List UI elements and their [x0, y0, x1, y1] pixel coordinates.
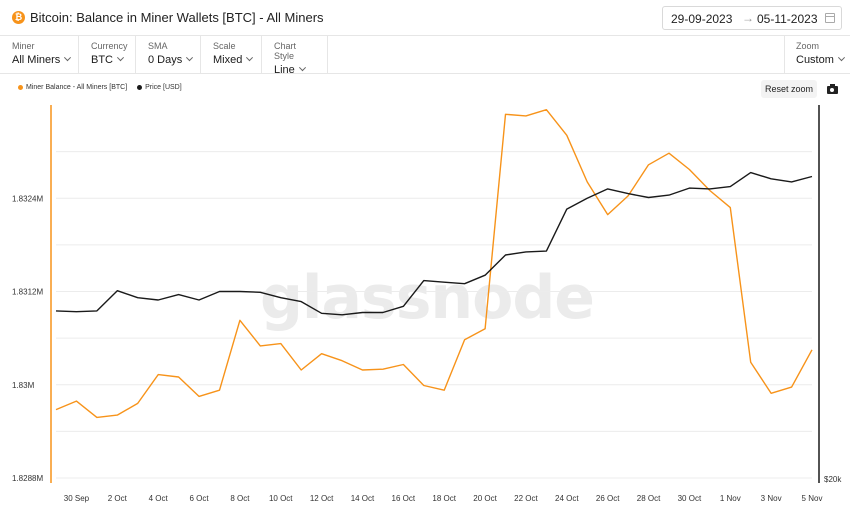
right-axis-label: $20k — [824, 475, 842, 484]
x-tick-label: 18 Oct — [432, 494, 456, 503]
sma-label: SMA — [148, 41, 168, 51]
x-tick-label: 14 Oct — [351, 494, 375, 503]
grid-lines — [56, 151, 812, 479]
x-tick-label: 10 Oct — [269, 494, 293, 503]
scale-label: Scale — [213, 41, 236, 51]
chart-title: Bitcoin: Balance in Miner Wallets [BTC] … — [30, 10, 324, 25]
chart-style-value: Line — [274, 64, 295, 76]
sma-select[interactable]: SMA 0 Days — [136, 36, 201, 74]
y-tick-label: 1.83M — [12, 381, 35, 390]
legend-label-balance: Miner Balance - All Miners [BTC] — [26, 84, 128, 91]
x-tick-label: 30 Oct — [678, 494, 702, 503]
legend-item-balance[interactable]: Miner Balance - All Miners [BTC] — [18, 84, 127, 91]
series-line-miner-balance[interactable] — [55, 109, 813, 419]
miner-select[interactable]: Miner All Miners — [0, 36, 79, 74]
zoom-select[interactable]: Zoom Custom — [784, 36, 850, 74]
reset-zoom-button[interactable]: Reset zoom — [761, 80, 817, 98]
camera-icon-top — [830, 84, 835, 87]
x-tick-label: 30 Sep — [64, 494, 90, 503]
chart-legend: Miner Balance - All Miners [BTC] Price [… — [18, 84, 190, 91]
chevron-down-icon — [837, 54, 845, 62]
y-axis-ticks: 1.8288M 1.83M 1.8312M 1.8324M — [12, 194, 43, 483]
x-tick-label: 6 Oct — [189, 494, 209, 503]
miner-value: All Miners — [12, 54, 61, 66]
legend-item-price[interactable]: Price [USD] — [137, 84, 182, 91]
chevron-down-icon — [246, 54, 254, 62]
bitcoin-icon: ₿ — [12, 11, 25, 24]
x-tick-label: 28 Oct — [637, 494, 661, 503]
x-tick-label: 3 Nov — [761, 494, 782, 503]
chevron-down-icon — [116, 54, 125, 62]
miner-label: Miner — [12, 41, 35, 51]
x-tick-label: 4 Oct — [149, 494, 169, 503]
legend-dot-price — [137, 84, 143, 90]
x-tick-label: 12 Oct — [310, 494, 334, 503]
chevron-down-icon — [186, 54, 194, 62]
x-tick-label: 20 Oct — [473, 494, 497, 503]
chevron-down-icon — [64, 54, 72, 62]
line-chart[interactable]: glassnode 1.8288M 1.83M 1.8312M 1.8324M 30 … — [0, 100, 850, 517]
currency-select[interactable]: Currency BTC — [79, 36, 136, 74]
calendar-icon[interactable] — [825, 13, 835, 23]
y-tick-label: 1.8312M — [12, 288, 43, 297]
y-tick-label: 1.8324M — [12, 194, 43, 203]
x-tick-label: 8 Oct — [230, 494, 250, 503]
camera-icon[interactable] — [825, 81, 841, 97]
x-tick-label: 24 Oct — [555, 494, 579, 503]
sma-value: 0 Days — [148, 54, 183, 66]
date-range-picker[interactable]: 29-09-2023 → 05-11-2023 — [662, 6, 842, 30]
arrow-right-icon: → — [742, 11, 754, 25]
watermark: glassnode — [260, 263, 594, 333]
legend-dot-balance — [18, 84, 23, 90]
x-tick-label: 5 Nov — [802, 494, 823, 503]
currency-label: Currency — [91, 41, 128, 51]
x-tick-label: 2 Oct — [108, 494, 128, 503]
x-tick-label: 26 Oct — [596, 494, 620, 503]
series-line-price[interactable] — [55, 171, 813, 316]
date-start[interactable]: 29-09-2023 — [671, 12, 733, 26]
currency-value: BTC — [91, 54, 113, 66]
x-tick-label: 16 Oct — [392, 494, 416, 503]
scale-value: Mixed — [213, 54, 243, 66]
camera-icon-lens — [830, 88, 834, 92]
chart-controls: Miner All Miners Currency BTC SMA 0 Days… — [0, 36, 850, 76]
scale-select[interactable]: Scale Mixed — [201, 36, 262, 74]
series-group — [55, 109, 813, 419]
zoom-label: Zoom — [796, 41, 820, 51]
x-tick-label: 1 Nov — [720, 494, 741, 503]
date-end[interactable]: 05-11-2023 — [757, 12, 818, 26]
chart-style-label: Chart Style — [274, 41, 297, 61]
zoom-value: Custom — [796, 54, 834, 66]
y-tick-label: 1.8288M — [12, 474, 43, 483]
legend-label-price: Price [USD] — [145, 84, 182, 91]
x-axis-ticks: 30 Sep 2 Oct 4 Oct 6 Oct 8 Oct 10 Oct 12 Oct 14… — [64, 494, 823, 503]
chart-header: ₿ Bitcoin: Balance in Miner Wallets [BTC… — [0, 0, 850, 36]
x-tick-label: 22 Oct — [514, 494, 538, 503]
chart-style-select[interactable]: Chart Style Line — [262, 36, 328, 76]
chevron-down-icon — [298, 64, 306, 72]
